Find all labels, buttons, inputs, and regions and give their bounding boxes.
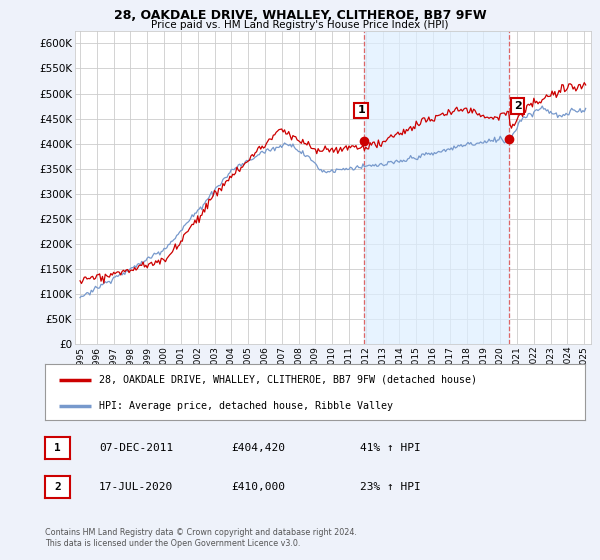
Text: 23% ↑ HPI: 23% ↑ HPI [360, 482, 421, 492]
Text: 1: 1 [357, 105, 365, 115]
Text: £410,000: £410,000 [231, 482, 285, 492]
Text: This data is licensed under the Open Government Licence v3.0.: This data is licensed under the Open Gov… [45, 539, 301, 548]
Text: Contains HM Land Registry data © Crown copyright and database right 2024.: Contains HM Land Registry data © Crown c… [45, 528, 357, 536]
Text: £404,420: £404,420 [231, 443, 285, 453]
Text: 2: 2 [514, 101, 521, 111]
Text: 28, OAKDALE DRIVE, WHALLEY, CLITHEROE, BB7 9FW (detached house): 28, OAKDALE DRIVE, WHALLEY, CLITHEROE, B… [99, 375, 477, 385]
Text: 41% ↑ HPI: 41% ↑ HPI [360, 443, 421, 453]
Text: 17-JUL-2020: 17-JUL-2020 [99, 482, 173, 492]
Text: 2: 2 [54, 482, 61, 492]
Text: 1: 1 [54, 443, 61, 453]
Text: 07-DEC-2011: 07-DEC-2011 [99, 443, 173, 453]
Text: Price paid vs. HM Land Registry's House Price Index (HPI): Price paid vs. HM Land Registry's House … [151, 20, 449, 30]
Text: HPI: Average price, detached house, Ribble Valley: HPI: Average price, detached house, Ribb… [99, 401, 393, 411]
Text: 28, OAKDALE DRIVE, WHALLEY, CLITHEROE, BB7 9FW: 28, OAKDALE DRIVE, WHALLEY, CLITHEROE, B… [113, 9, 487, 22]
